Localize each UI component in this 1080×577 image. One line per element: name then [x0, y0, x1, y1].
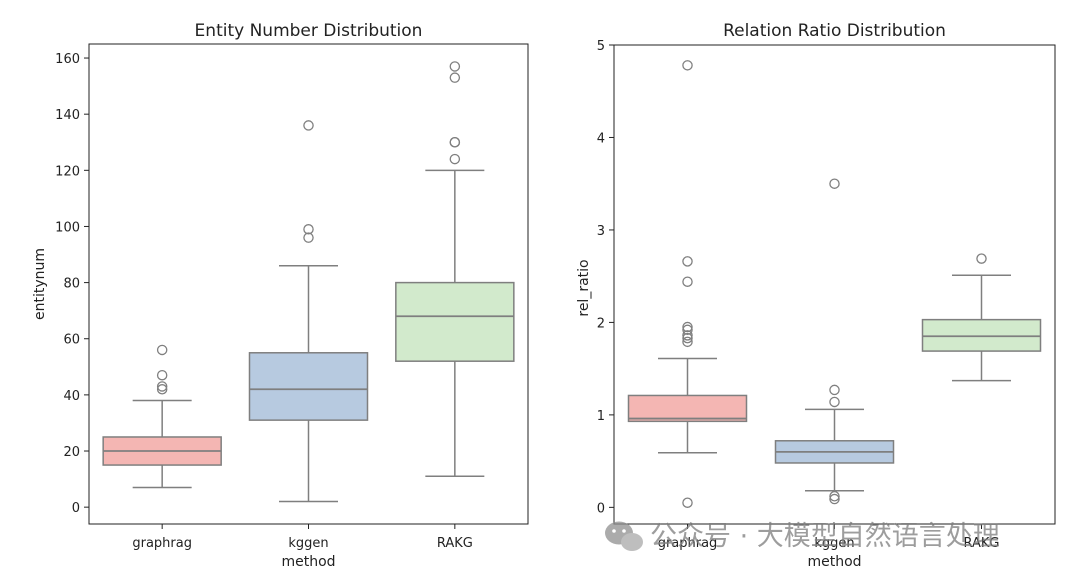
outlier-point: [303, 120, 314, 131]
outlier-point: [303, 232, 314, 243]
outlier-point: [449, 61, 461, 72]
y-tick-label: 3: [597, 224, 605, 239]
wechat-icon: [605, 521, 643, 551]
y-tick-label: 100: [55, 220, 80, 235]
boxes: [627, 60, 1042, 508]
y-axis-label: rel_ratio: [576, 259, 592, 316]
outlier-point: [449, 72, 461, 83]
box-iqr: [395, 281, 515, 362]
y-tick-label: 20: [63, 445, 80, 460]
y-tick-label: 80: [63, 277, 80, 292]
outlier-point: [156, 369, 168, 381]
boxes: [102, 61, 515, 503]
x-ticks: graphrag kggen RAKG: [132, 524, 473, 551]
chart-title: Entity Number Distribution: [195, 21, 423, 41]
y-tick-label: 120: [55, 164, 80, 179]
y-tick-label: 60: [63, 333, 80, 348]
box-iqr: [248, 352, 369, 421]
outlier-point: [682, 60, 693, 71]
y-tick-label: 160: [55, 52, 80, 67]
outlier-point: [829, 396, 840, 408]
x-tick-label: kggen: [814, 536, 854, 551]
x-axis-label: method: [281, 554, 335, 570]
outlier-point: [682, 256, 693, 267]
box-graphrag: [627, 60, 748, 508]
box-RAKG: [395, 61, 515, 478]
y-tick-label: 0: [597, 501, 605, 516]
x-tick-label: graphrag: [658, 536, 718, 551]
y-tick-label: 0: [72, 501, 80, 516]
outlier-point: [156, 384, 168, 395]
relation-ratio-chart: Relation Ratio Distribution method rel_r…: [576, 21, 1056, 570]
outlier-point: [829, 384, 840, 396]
outlier-point: [682, 330, 693, 341]
y-tick-label: 4: [597, 131, 605, 146]
y-tick-label: 1: [597, 409, 605, 424]
box-RAKG: [921, 253, 1042, 382]
outlier-point: [156, 344, 168, 356]
outlier-point: [682, 276, 693, 287]
y-tick-label: 140: [55, 108, 80, 123]
outlier-point: [449, 136, 461, 148]
y-tick-label: 5: [597, 39, 605, 54]
outlier-point: [976, 253, 987, 264]
y-tick-label: 40: [63, 389, 80, 404]
outlier-point: [303, 224, 314, 235]
outlier-point: [682, 324, 693, 336]
box-kggen: [248, 120, 369, 503]
outlier-point: [682, 497, 693, 508]
y-tick-label: 2: [597, 316, 605, 331]
outlier-point: [829, 493, 840, 505]
outlier-point: [682, 336, 693, 348]
watermark: 公众号 · 大模型自然语言处理: [605, 521, 1000, 552]
outlier-point: [682, 332, 693, 344]
x-axis-label: method: [807, 554, 861, 570]
x-tick-label: RAKG: [964, 536, 1000, 551]
y-axis-label: entitynum: [32, 248, 48, 320]
entity-number-chart: Entity Number Distribution method entity…: [32, 21, 529, 570]
watermark-text: 公众号 · 大模型自然语言处理: [650, 521, 1000, 552]
box-kggen: [774, 178, 895, 505]
outlier-point: [682, 321, 693, 333]
box-graphrag: [102, 344, 222, 489]
y-ticks: 0 20 40 60 80 100 120 140 160: [55, 52, 89, 516]
x-tick-label: graphrag: [132, 536, 192, 551]
outlier-point: [829, 491, 840, 502]
outlier-point: [449, 153, 461, 165]
y-ticks: 0 1 2 3 4 5: [597, 39, 614, 516]
chart-title: Relation Ratio Distribution: [723, 21, 946, 41]
x-tick-label: RAKG: [437, 536, 473, 551]
outlier-point: [829, 178, 840, 189]
box-iqr: [921, 318, 1042, 352]
box-iqr: [627, 394, 748, 423]
x-ticks: graphrag kggen RAKG: [658, 524, 1000, 551]
x-tick-label: kggen: [288, 536, 328, 551]
outlier-point: [156, 381, 168, 392]
